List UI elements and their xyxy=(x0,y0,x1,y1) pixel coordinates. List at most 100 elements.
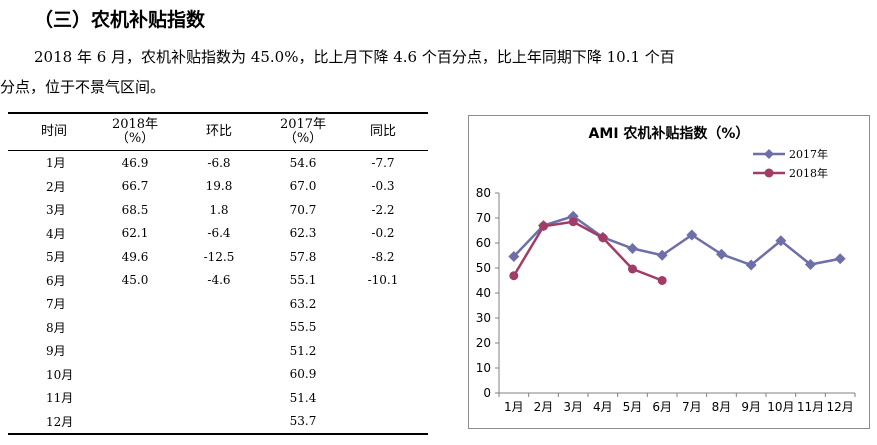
table-row: 9月 51.2 xyxy=(8,339,428,363)
x-tick-label: 4月 xyxy=(593,400,613,414)
ami-chart: AMI 农机补贴指数（%） 0 10 20 30 40 50 60 70 80 1月 2月 3月 4月 5月… xyxy=(476,125,856,414)
table-row: 5月 49.6 -12.5 57.8 -8.2 xyxy=(8,245,428,269)
cell-2018 xyxy=(100,386,170,410)
table-row: 11月 51.4 xyxy=(8,386,428,410)
data-point-diamond xyxy=(686,229,698,241)
cell-2018 xyxy=(100,409,170,435)
cell-2017: 57.8 xyxy=(289,249,317,264)
summary-line-2: 分点，位于不景气区间。 xyxy=(0,78,166,96)
cell-mom: -6.4 xyxy=(207,226,231,241)
header-2018-year: 2018年 xyxy=(111,117,159,132)
cell-month: 1月 xyxy=(46,156,66,171)
y-tick-label: 70 xyxy=(476,211,491,225)
cell-mom: -6.8 xyxy=(207,155,231,170)
cell-month: 9月 xyxy=(46,344,66,359)
y-tick-label: 30 xyxy=(476,311,491,325)
cell-2017: 67.0 xyxy=(289,179,317,194)
cell-month: 11月 xyxy=(46,391,74,406)
cell-yoy: -0.2 xyxy=(371,226,395,241)
cell-yoy: -8.2 xyxy=(371,249,395,264)
legend-label: 2017年 xyxy=(789,147,828,161)
y-tick-label: 60 xyxy=(476,236,491,250)
cell-yoy xyxy=(338,409,428,435)
cell-2018: 66.7 xyxy=(121,179,149,194)
cell-month: 8月 xyxy=(46,320,66,335)
table-header-row: 时间 2018年 （%） 环比 2017年 （%） 同比 xyxy=(8,112,428,151)
index-table: 时间 2018年 （%） 环比 2017年 （%） 同比 1月 46.9 -6.8 5… xyxy=(8,112,428,435)
cell-yoy xyxy=(338,292,428,316)
legend-marker-circle xyxy=(764,168,774,178)
cell-mom xyxy=(170,316,268,340)
y-tick-label: 80 xyxy=(476,186,491,200)
data-point-circle xyxy=(598,233,608,243)
table-row: 6月 45.0 -4.6 55.1 -10.1 xyxy=(8,269,428,293)
cell-month: 6月 xyxy=(46,273,66,288)
y-tick-label: 0 xyxy=(483,386,491,400)
cell-month: 10月 xyxy=(46,367,74,382)
cell-mom: 19.8 xyxy=(205,179,233,194)
x-tick-label: 7月 xyxy=(682,400,702,414)
cell-month: 3月 xyxy=(46,203,66,218)
series-line xyxy=(512,214,841,267)
cell-mom xyxy=(170,363,268,387)
chart-title: AMI 农机补贴指数（%） xyxy=(589,125,750,142)
header-yoy: 同比 xyxy=(338,112,428,151)
x-tick-label: 9月 xyxy=(741,400,761,414)
x-tick-label: 12月 xyxy=(827,400,854,414)
cell-month: 4月 xyxy=(46,226,66,241)
cell-2018: 62.1 xyxy=(121,226,149,241)
cell-month: 5月 xyxy=(46,250,66,265)
data-point-circle xyxy=(657,276,667,285)
data-point-diamond xyxy=(834,253,846,265)
cell-2017: 70.7 xyxy=(289,202,317,217)
cell-yoy: -7.7 xyxy=(371,155,395,170)
cell-2017: 55.5 xyxy=(289,320,317,335)
data-point-diamond xyxy=(745,259,757,271)
data-point-diamond xyxy=(805,259,816,270)
cell-2017: 53.7 xyxy=(268,409,338,435)
data-point-diamond xyxy=(508,251,520,262)
legend-marker-diamond xyxy=(764,149,774,159)
cell-yoy: -2.2 xyxy=(371,202,395,217)
cell-2018: 68.5 xyxy=(121,202,149,217)
data-point-circle xyxy=(509,271,519,281)
cell-mom xyxy=(170,292,268,316)
y-tick-label: 20 xyxy=(476,336,491,350)
cell-2017: 63.2 xyxy=(289,296,317,311)
x-tick-label: 11月 xyxy=(797,400,824,414)
summary-line-1: 2018 年 6 月，农机补贴指数为 45.0%，比上月下降 4.6 个百分点，… xyxy=(34,48,675,66)
series-line xyxy=(512,220,663,282)
header-mom: 环比 xyxy=(170,112,268,151)
cell-2018 xyxy=(100,292,170,316)
cell-mom: 1.8 xyxy=(209,202,229,217)
header-2018-unit: （%） xyxy=(115,131,155,146)
x-tick-label: 5月 xyxy=(623,400,643,414)
cell-2018: 45.0 xyxy=(121,273,149,288)
cell-2018: 49.6 xyxy=(121,249,149,264)
summary-paragraph: 2018 年 6 月，农机补贴指数为 45.0%，比上月下降 4.6 个百分点，… xyxy=(0,42,860,102)
header-2017-unit: （%） xyxy=(283,131,323,146)
cell-mom: -12.5 xyxy=(203,249,235,264)
table-row: 12月 53.7 xyxy=(8,409,428,435)
cell-yoy xyxy=(338,316,428,340)
cell-month: 2月 xyxy=(46,179,66,194)
cell-month: 7月 xyxy=(46,297,66,312)
x-tick-label: 1月 xyxy=(504,400,524,414)
cell-month: 12月 xyxy=(8,409,100,435)
cell-2018 xyxy=(100,363,170,387)
cell-2018: 46.9 xyxy=(121,155,149,170)
cell-yoy xyxy=(338,386,428,410)
cell-mom xyxy=(170,409,268,435)
x-tick-label: 2月 xyxy=(534,400,554,414)
x-tick-label: 3月 xyxy=(563,400,583,414)
y-tick-label: 50 xyxy=(476,261,491,275)
table-row: 3月 68.5 1.8 70.7 -2.2 xyxy=(8,198,428,222)
table-row: 4月 62.1 -6.4 62.3 -0.2 xyxy=(8,222,428,246)
data-point-circle xyxy=(628,264,637,274)
table-row: 1月 46.9 -6.8 54.6 -7.7 xyxy=(8,151,428,175)
cell-yoy: -0.3 xyxy=(371,179,395,194)
cell-2017: 51.2 xyxy=(289,343,317,358)
cell-2017: 62.3 xyxy=(289,226,317,241)
y-tick-label: 10 xyxy=(476,361,491,375)
cell-2018 xyxy=(100,316,170,340)
